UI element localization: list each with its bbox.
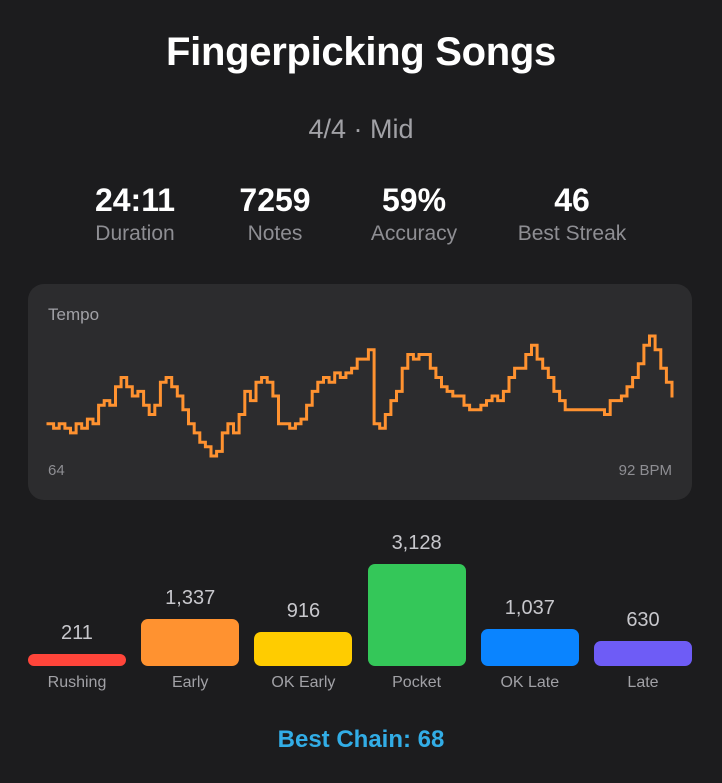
stat-notes-label: Notes xyxy=(247,222,303,245)
best-chain: Best Chain: 68 xyxy=(277,726,445,753)
stats-row: 24:11 Duration 7259 Notes 59% Accuracy 4… xyxy=(0,180,722,260)
stat-accuracy-label: Accuracy xyxy=(370,222,458,245)
timing-distribution: 211 Rushing 1,337 Early 916 OK Early 3,128 Pock… xyxy=(0,520,722,700)
stat-accuracy: 59% Accuracy xyxy=(324,180,504,248)
timing-column-late: 630 Late xyxy=(594,520,692,700)
stat-notes: 7259 Notes xyxy=(185,180,365,248)
session-title: Fingerpicking Songs xyxy=(166,30,556,74)
tempo-max-label: 92 BPM xyxy=(618,462,672,479)
timing-label: OK Late xyxy=(500,674,560,691)
tempo-chart xyxy=(46,334,674,458)
timing-column-rushing: 211 Rushing xyxy=(28,520,126,700)
timing-label: Rushing xyxy=(47,674,107,691)
timing-bar xyxy=(367,564,466,666)
timing-label: Late xyxy=(627,674,659,691)
timing-value: 3,128 xyxy=(391,532,442,554)
timing-value: 1,337 xyxy=(165,587,216,610)
timing-bar xyxy=(141,619,240,666)
tempo-label: Tempo xyxy=(48,305,100,324)
timing-value: 630 xyxy=(626,609,660,632)
stat-duration: 24:11 Duration xyxy=(45,180,225,248)
timing-value: 916 xyxy=(286,600,321,623)
timing-column-ok-early: 916 OK Early xyxy=(254,520,353,700)
stat-duration-value: 24:11 xyxy=(94,182,176,218)
stat-duration-label: Duration xyxy=(95,222,175,245)
stat-best-streak: 46 Best Streak xyxy=(482,180,662,248)
timing-bar xyxy=(28,654,126,666)
timing-column-early: 1,337 Early xyxy=(141,520,240,700)
stat-notes-value: 7259 xyxy=(239,182,311,218)
timing-bar xyxy=(254,632,353,666)
tempo-line xyxy=(46,334,674,458)
tempo-card: Tempo 64 92 BPM xyxy=(28,284,692,500)
timing-label: Pocket xyxy=(392,674,442,691)
timing-column-ok-late: 1,037 OK Late xyxy=(480,520,579,700)
timing-label: Early xyxy=(171,674,209,691)
stat-accuracy-value: 59% xyxy=(381,182,447,218)
timing-column-pocket: 3,128 Pocket xyxy=(367,520,466,700)
stat-best-streak-value: 46 xyxy=(554,182,590,218)
timing-label: OK Early xyxy=(271,674,336,691)
tempo-min-label: 64 xyxy=(48,462,65,479)
timing-value: 211 xyxy=(61,622,93,644)
session-subtitle: 4/4 · Mid xyxy=(308,114,414,144)
timing-value: 1,037 xyxy=(504,596,555,619)
stat-best-streak-label: Best Streak xyxy=(517,222,627,245)
timing-bar xyxy=(480,628,579,666)
timing-bar xyxy=(594,641,692,666)
